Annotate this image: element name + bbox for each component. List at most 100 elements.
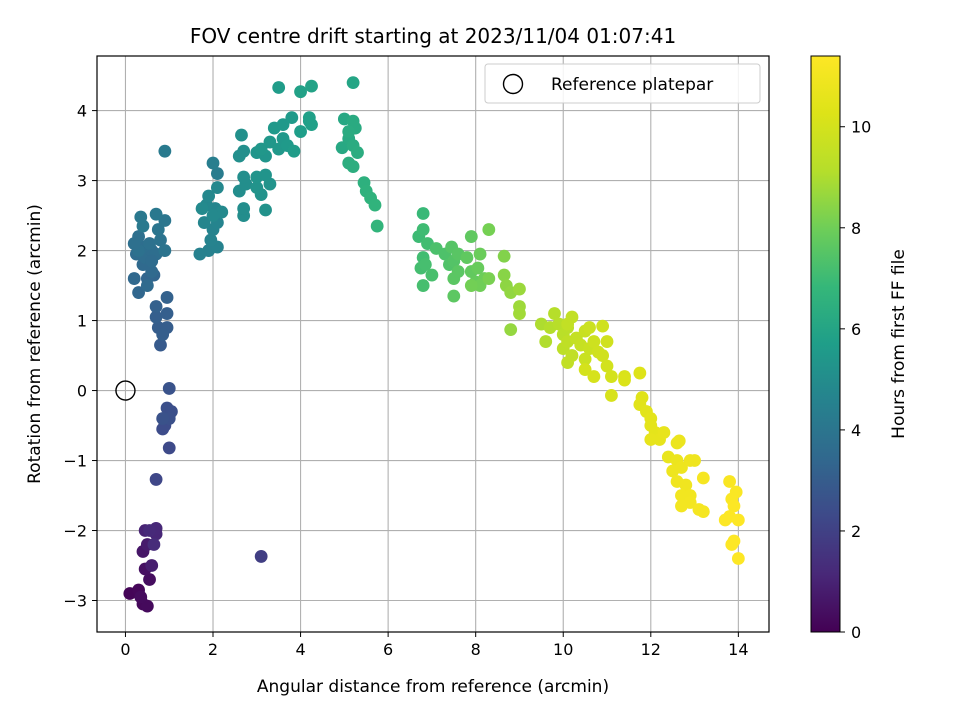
scatter-point [158, 244, 172, 257]
scatter-point [197, 216, 211, 229]
scatter-point [497, 249, 511, 263]
scatter-point [513, 282, 526, 296]
scatter-point [145, 559, 159, 572]
scatter-point [696, 505, 710, 519]
colorbar-tick-label: 10 [851, 118, 871, 137]
scatter-point [305, 79, 318, 93]
scatter-point [143, 573, 156, 586]
scatter-point [351, 146, 364, 159]
scatter-point [276, 118, 290, 131]
x-tick-label: 0 [120, 640, 130, 659]
scatter-point [160, 291, 174, 304]
scatter-point [294, 85, 307, 99]
y-tick-label: 4 [77, 102, 87, 121]
scatter-point [633, 366, 647, 380]
grid-lines [97, 56, 769, 632]
x-tick-label: 2 [208, 640, 218, 659]
scatter-point [210, 181, 224, 194]
legend-box [484, 63, 761, 104]
scatter-point [206, 156, 220, 170]
scatter-point [482, 223, 496, 236]
scatter-point [145, 265, 159, 278]
scatter-point [134, 590, 148, 604]
scatter-point [151, 223, 165, 236]
scatter-point [154, 233, 167, 247]
scatter-point [342, 125, 356, 138]
scatter-point [482, 272, 496, 285]
colorbar-tick-label: 6 [851, 320, 861, 339]
scatter-point [729, 485, 743, 499]
x-tick-label: 12 [641, 640, 661, 659]
scatter-point [464, 230, 478, 243]
scatter-point [149, 473, 163, 486]
scatter-point [149, 310, 163, 324]
colorbar-tick-label: 0 [851, 623, 861, 642]
colorbar-ticks: 0 2 4 6 8 10 [840, 118, 871, 642]
scatter-point [418, 258, 432, 271]
scatter-point [302, 111, 316, 124]
scatter-point [335, 141, 349, 155]
x-tick-label: 4 [295, 640, 305, 659]
scatter-point [561, 356, 575, 369]
scatter-point [147, 538, 161, 551]
scatter-point [156, 328, 170, 341]
y-tick-label: −3 [63, 592, 87, 611]
scatter-point [688, 454, 701, 467]
y-tick-label: −1 [63, 452, 87, 471]
scatter-point [497, 268, 511, 282]
colorbar: 0 2 4 6 8 10 Hours from first FF file [810, 55, 909, 642]
scatter-point [464, 279, 478, 292]
scatter-point [727, 499, 741, 513]
scatter-point [210, 167, 224, 180]
scatter-point [237, 144, 251, 158]
reference-marker [115, 380, 136, 401]
scatter-point [254, 142, 268, 156]
scatter-point [140, 279, 154, 292]
scatter-point [539, 335, 553, 348]
scatter-point [160, 307, 174, 320]
scatter-point [696, 471, 710, 485]
scatter-point [679, 478, 693, 492]
legend-label-reference-platepar: Reference platepar [551, 75, 713, 95]
scatter-point [204, 233, 218, 247]
scatter-point [644, 433, 658, 446]
scatter-point [666, 464, 680, 478]
scatter-point [657, 426, 671, 439]
scatter-point [471, 261, 485, 275]
scatter-point [237, 202, 251, 215]
colorbar-label: Hours from first FF file [889, 249, 909, 439]
y-tick-label: 0 [77, 382, 87, 401]
scatter-point [235, 128, 248, 142]
scatter-point [473, 247, 487, 261]
colorbar-gradient [810, 55, 841, 633]
scatter-point [600, 335, 614, 348]
scatter-point [237, 170, 251, 184]
scatter-point [259, 203, 272, 217]
scatter-point [583, 321, 596, 334]
scatter-point [202, 189, 216, 203]
scatter-point [149, 207, 163, 221]
y-tick-label: 3 [77, 172, 87, 191]
scatter-point [158, 144, 172, 158]
x-tick-label: 6 [383, 640, 393, 659]
scatter-point [578, 363, 592, 376]
scatter-point [156, 412, 170, 425]
scatter-point [725, 538, 739, 551]
scatter-point [447, 289, 461, 303]
scatter-point [675, 489, 688, 502]
scatter-point [618, 373, 631, 387]
x-tick-label: 8 [471, 640, 481, 659]
scatter-point [416, 223, 430, 236]
x-tick-label: 14 [728, 640, 748, 659]
scatter-point [416, 279, 430, 292]
scatter-point [370, 219, 384, 233]
scatter-point [368, 198, 382, 212]
x-tick-label: 10 [553, 640, 573, 659]
scatter-point [346, 160, 360, 173]
scatter-point [672, 434, 686, 448]
scatter-point [263, 135, 277, 149]
x-axis-label: Angular distance from reference (arcmin) [257, 677, 609, 697]
scatter-point [287, 144, 301, 158]
scatter-point [731, 513, 745, 527]
